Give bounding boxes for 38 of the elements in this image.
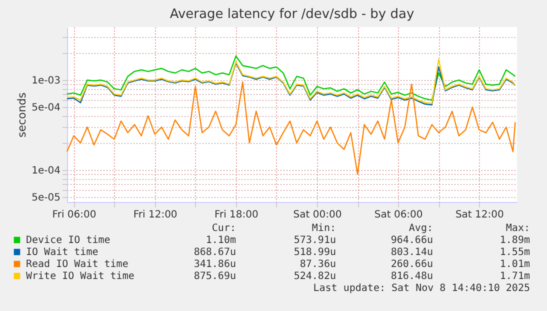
x-tick-label: Sat 12:00 <box>455 210 504 220</box>
y-tick-label: 5e-04 <box>32 102 60 114</box>
text: 524.82u <box>294 271 336 282</box>
chart-title: Average latency for /dev/sdb - by day <box>170 7 414 22</box>
text: 573.91u <box>294 235 336 246</box>
text: 1.89m <box>500 235 530 246</box>
text: 1.71m <box>500 271 530 282</box>
text: Cur: <box>212 223 236 234</box>
text: 803.14u <box>390 247 433 258</box>
text: 260.66u <box>390 259 433 270</box>
text: Last update: Sat Nov 8 14:40:10 2025 <box>313 283 530 294</box>
line-series <box>66 82 516 175</box>
text: Min: <box>312 223 336 234</box>
legend-label: IO Wait time <box>26 247 98 258</box>
text: 816.48u <box>390 271 433 282</box>
text: 518.99u <box>294 247 336 258</box>
legend-label: Write IO Wait time <box>26 271 134 282</box>
x-tick-label: Sat 00:00 <box>293 210 342 220</box>
x-tick-label: Fri 12:00 <box>133 210 178 220</box>
text: 341.86u <box>194 259 236 270</box>
legend-label: Read IO Wait time <box>26 259 128 270</box>
x-tick-label: Sat 06:00 <box>374 210 423 220</box>
text: 868.67u <box>194 247 236 258</box>
text: 875.69u <box>194 271 236 282</box>
text: 87.36u <box>300 259 336 270</box>
legend-label: Device IO time <box>26 235 110 246</box>
x-tick-label: Fri 18:00 <box>214 210 258 220</box>
x-tick-label: Fri 06:00 <box>52 210 96 220</box>
y-tick-label: 1e-03 <box>32 76 60 87</box>
text: 964.66u <box>390 235 433 246</box>
y-tick-label: 1e-04 <box>32 165 60 176</box>
text: 1.10m <box>206 235 236 246</box>
text: Avg: <box>408 223 433 234</box>
text: 1.55m <box>500 247 530 258</box>
text: Max: <box>506 223 530 234</box>
y-axis-title: seconds <box>16 92 29 138</box>
text: 1.01m <box>500 259 530 270</box>
y-tick-label: 5e-05 <box>32 192 60 204</box>
